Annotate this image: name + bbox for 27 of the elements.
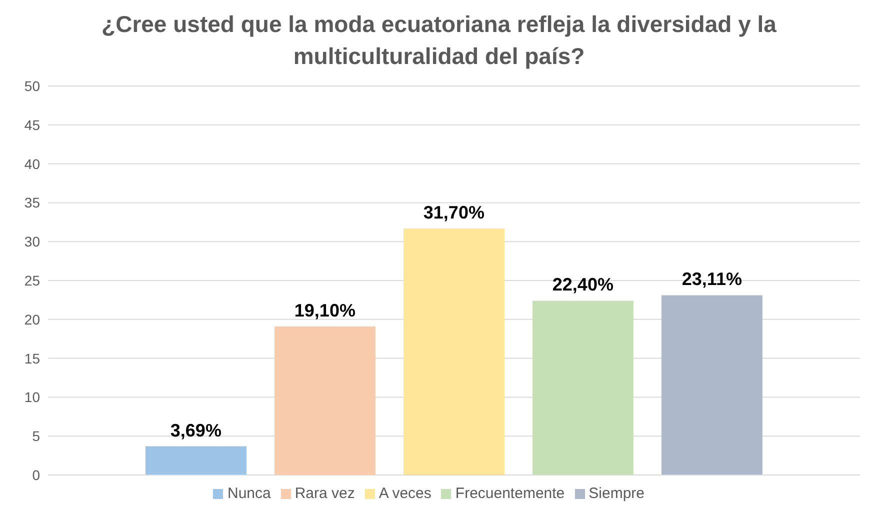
legend-label: Frecuentemente: [455, 485, 565, 502]
y-tick-label: 5: [32, 428, 40, 444]
data-label: 3,69%: [170, 420, 222, 440]
y-tick-label: 15: [24, 350, 40, 366]
legend-label: Rara vez: [294, 485, 355, 502]
y-tick-label: 10: [24, 389, 40, 406]
bar: [145, 446, 246, 475]
y-tick-label: 40: [24, 156, 40, 172]
legend-label: A veces: [378, 485, 432, 502]
data-label: 19,10%: [294, 300, 356, 320]
bar: [274, 326, 376, 475]
y-tick-label: 25: [24, 272, 40, 288]
bar: [403, 228, 504, 475]
y-tick-label: 35: [24, 194, 40, 211]
y-tick-label: 20: [24, 311, 40, 328]
y-tick-label: 0: [32, 466, 40, 483]
chart-title: ¿Cree usted que la moda ecuatoriana refleja la diversidad y la multiculturalidad del país?: [100, 10, 778, 71]
y-tick-label: 30: [24, 234, 40, 250]
bar: [661, 295, 762, 475]
legend-label: Nunca: [227, 485, 271, 502]
data-label: 31,70%: [423, 202, 484, 222]
data-label: 22,40%: [552, 274, 614, 295]
data-label: 23,11%: [682, 269, 742, 290]
y-tick-label: 50: [24, 78, 40, 94]
y-tick-label: 45: [24, 116, 40, 133]
bar: [532, 300, 634, 475]
legend-label: Siempre: [588, 485, 644, 502]
